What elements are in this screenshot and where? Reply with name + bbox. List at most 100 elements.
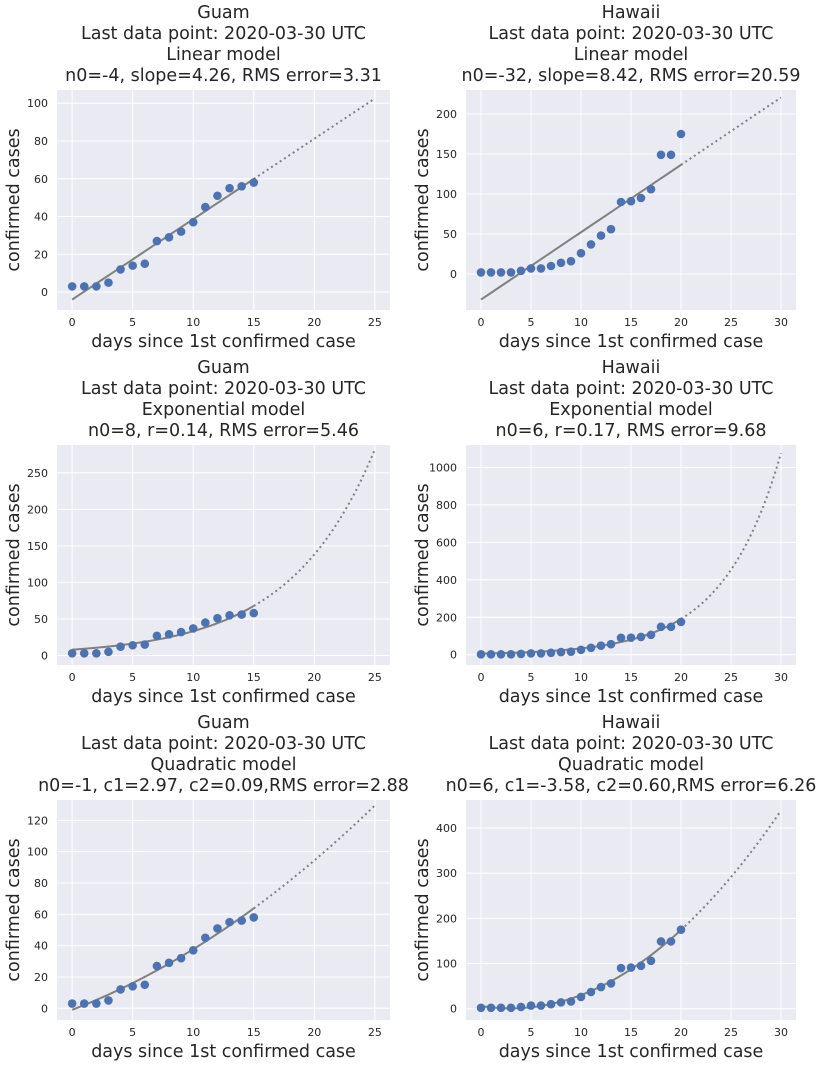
y-tick-label: 80 bbox=[34, 135, 48, 148]
data-point bbox=[176, 627, 186, 637]
chart-title-line: n0=-32, slope=8.42, RMS error=20.59 bbox=[462, 66, 801, 86]
data-point bbox=[79, 999, 89, 1008]
chart-title-line: Last data point: 2020-03-30 UTC bbox=[81, 379, 366, 399]
data-point bbox=[546, 648, 556, 658]
data-point bbox=[225, 917, 234, 927]
data-point bbox=[616, 963, 626, 973]
y-tick-label: 250 bbox=[27, 467, 48, 480]
data-point bbox=[152, 961, 162, 971]
chart-title-line: Last data point: 2020-03-30 UTC bbox=[81, 24, 366, 44]
data-point bbox=[556, 258, 566, 268]
data-point bbox=[566, 256, 576, 266]
data-point bbox=[176, 227, 186, 236]
y-tick-label: 50 bbox=[34, 613, 48, 626]
plot-area bbox=[57, 445, 390, 665]
data-point bbox=[586, 643, 596, 653]
y-tick-label: 100 bbox=[436, 188, 457, 201]
data-point bbox=[676, 925, 686, 934]
data-point bbox=[616, 197, 626, 207]
data-point bbox=[576, 248, 586, 258]
data-point bbox=[476, 1003, 486, 1013]
data-point bbox=[676, 617, 686, 627]
x-tick-label: 25 bbox=[724, 316, 738, 329]
y-tick-label: 200 bbox=[436, 108, 457, 121]
chart-title-line: n0=8, r=0.14, RMS error=5.46 bbox=[88, 421, 359, 441]
data-point bbox=[140, 980, 150, 990]
x-tick-label: 10 bbox=[186, 316, 200, 329]
x-tick-label: 25 bbox=[724, 1026, 738, 1039]
x-tick-label: 20 bbox=[674, 316, 688, 329]
chart-title-line: Linear model bbox=[166, 45, 280, 65]
data-point bbox=[606, 224, 616, 234]
data-point bbox=[92, 282, 101, 291]
x-tick-label: 0 bbox=[69, 316, 76, 329]
data-point bbox=[476, 268, 486, 277]
y-tick-label: 100 bbox=[27, 576, 48, 589]
chart-panel-3: 0 5 10 15 20 25 30 0 200 400 600 800 1000 HawaiiLast … bbox=[413, 358, 796, 707]
data-point bbox=[566, 647, 576, 657]
data-point bbox=[516, 649, 526, 659]
data-point bbox=[536, 1001, 546, 1010]
data-point bbox=[213, 191, 222, 201]
chart-title-line: Last data point: 2020-03-30 UTC bbox=[81, 734, 366, 754]
x-axis-label: days since 1st confirmed case bbox=[91, 687, 356, 707]
chart-title-line: Exponential model bbox=[142, 400, 306, 420]
x-tick-label: 5 bbox=[528, 671, 535, 684]
y-axis-label: confirmed cases bbox=[4, 483, 24, 626]
data-point bbox=[516, 266, 526, 276]
data-point bbox=[476, 650, 486, 659]
data-point bbox=[506, 1003, 516, 1013]
data-point bbox=[626, 963, 636, 972]
data-point bbox=[152, 236, 162, 246]
y-tick-label: 800 bbox=[436, 499, 457, 512]
data-point bbox=[152, 631, 162, 641]
data-point bbox=[526, 264, 536, 273]
data-point bbox=[249, 178, 259, 187]
x-tick-label: 0 bbox=[478, 316, 485, 329]
chart-title-line: Last data point: 2020-03-30 UTC bbox=[488, 379, 773, 399]
data-point bbox=[67, 999, 77, 1008]
y-tick-label: 400 bbox=[436, 574, 457, 587]
y-tick-label: 80 bbox=[34, 877, 48, 890]
y-tick-label: 0 bbox=[41, 649, 48, 662]
data-point bbox=[586, 987, 596, 997]
data-point bbox=[566, 997, 576, 1006]
data-point bbox=[128, 261, 137, 270]
y-tick-label: 20 bbox=[34, 248, 48, 261]
extrapolation-line bbox=[253, 448, 376, 607]
chart-title-line: Last data point: 2020-03-30 UTC bbox=[488, 24, 773, 44]
data-point bbox=[188, 624, 198, 633]
y-tick-label: 0 bbox=[450, 649, 457, 662]
data-point bbox=[188, 946, 198, 955]
x-tick-label: 5 bbox=[528, 316, 535, 329]
y-tick-label: 0 bbox=[41, 1002, 48, 1015]
y-tick-label: 40 bbox=[34, 940, 48, 953]
data-point bbox=[201, 618, 210, 627]
y-tick-label: 0 bbox=[450, 1003, 457, 1016]
y-tick-label: 0 bbox=[41, 286, 48, 299]
chart-title-line: n0=6, r=0.17, RMS error=9.68 bbox=[495, 421, 766, 441]
data-point bbox=[92, 999, 101, 1008]
data-point bbox=[536, 264, 546, 273]
data-point bbox=[586, 240, 596, 249]
data-point bbox=[213, 613, 222, 623]
chart-title-line: Linear model bbox=[574, 45, 688, 65]
data-point bbox=[646, 630, 656, 640]
data-point bbox=[506, 268, 516, 277]
y-tick-label: 600 bbox=[436, 536, 457, 549]
x-tick-label: 15 bbox=[624, 671, 638, 684]
chart-title-line: n0=-1, c1=2.97, c2=0.09,RMS error=2.88 bbox=[38, 776, 409, 796]
x-tick-label: 25 bbox=[368, 316, 382, 329]
x-axis-label: days since 1st confirmed case bbox=[499, 687, 764, 707]
data-point bbox=[176, 953, 186, 963]
x-axis-label: days since 1st confirmed case bbox=[91, 332, 356, 352]
data-point bbox=[496, 650, 506, 659]
y-tick-label: 60 bbox=[34, 173, 48, 186]
data-point bbox=[636, 961, 646, 971]
data-point bbox=[656, 622, 666, 632]
data-point bbox=[606, 979, 616, 988]
x-tick-label: 10 bbox=[186, 1026, 200, 1039]
data-point bbox=[526, 649, 536, 658]
x-tick-label: 10 bbox=[574, 671, 588, 684]
